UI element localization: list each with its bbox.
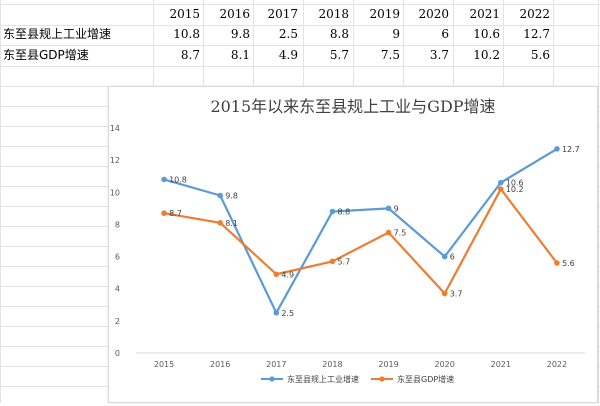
data-label: 8.7: [169, 209, 182, 218]
header-cell[interactable]: 2022: [519, 7, 550, 21]
data-point: [441, 253, 448, 260]
data-point: [217, 192, 223, 199]
data-label: 12.7: [562, 145, 580, 154]
value-cell[interactable]: 5.7: [329, 48, 349, 62]
header-cell[interactable]: 2016: [219, 7, 250, 21]
value-cell[interactable]: 2.5: [278, 27, 298, 41]
header-cell[interactable]: 2019: [369, 7, 400, 21]
x-tick-label: 2015: [154, 360, 174, 369]
y-tick-label: 10: [110, 188, 120, 197]
series-line: [163, 187, 558, 295]
data-point: [554, 260, 560, 266]
legend-marker: [379, 376, 385, 382]
row-gridline: [0, 45, 600, 46]
legend-label: 东至县规上工业增速: [287, 374, 359, 384]
value-cell[interactable]: 10.6: [473, 27, 500, 41]
y-tick-label: 2: [115, 317, 120, 326]
column-gridline: [598, 0, 599, 403]
y-tick-label: 0: [115, 349, 120, 358]
x-tick-label: 2021: [491, 360, 511, 369]
row-label-cell[interactable]: 东至县规上工业增速: [3, 27, 112, 41]
x-tick-label: 2022: [547, 360, 567, 369]
data-point: [554, 146, 560, 152]
data-label: 4.9: [281, 270, 294, 279]
value-cell[interactable]: 7.5: [380, 48, 400, 62]
value-cell[interactable]: 5.6: [530, 48, 550, 62]
x-tick-label: 2020: [435, 360, 455, 369]
header-cell[interactable]: 2020: [418, 7, 449, 21]
chart-title: 2015年以来东至县规上工业与GDP增速: [210, 97, 496, 116]
y-tick-label: 14: [110, 124, 120, 133]
row-label-cell[interactable]: 东至县GDP增速: [3, 48, 89, 62]
x-tick-label: 2018: [322, 360, 342, 369]
column-gridline: [0, 0, 1, 403]
row-gridline: [0, 66, 600, 67]
y-tick-label: 8: [115, 220, 120, 229]
x-tick-label: 2019: [378, 360, 398, 369]
y-tick-label: 4: [115, 285, 120, 294]
chart-object[interactable]: 2015年以来东至县规上工业与GDP增速 0 2 4 6 8 10 12 14 2015 2016…: [108, 86, 598, 403]
header-cell[interactable]: 2017: [267, 7, 298, 21]
data-label: 6: [450, 253, 455, 262]
data-point: [161, 210, 167, 216]
value-cell[interactable]: 3.7: [429, 48, 449, 62]
data-point: [385, 229, 392, 236]
header-cell[interactable]: 2021: [469, 7, 500, 21]
value-cell[interactable]: 6: [441, 27, 449, 41]
value-cell[interactable]: 9.8: [230, 27, 250, 41]
data-point: [273, 271, 280, 278]
data-point: [217, 220, 223, 226]
value-cell[interactable]: 12.7: [523, 27, 550, 41]
row-gridline: [0, 25, 600, 26]
row-gridline: [0, 4, 600, 5]
data-point: [273, 310, 280, 316]
y-tick-label: 12: [110, 156, 120, 165]
data-label: 7.5: [394, 228, 407, 237]
legend-marker: [269, 376, 275, 382]
value-cell[interactable]: 9: [392, 27, 400, 41]
data-point: [161, 176, 167, 183]
data-point: [329, 208, 336, 215]
data-point: [498, 186, 504, 192]
data-point: [385, 205, 392, 212]
data-label: 5.7: [337, 257, 350, 266]
data-point: [329, 258, 336, 265]
line-chart: 0 2 4 6 8 10 12 14 2015 2016 2017 2018 2019 2020 2021 2…: [110, 124, 585, 384]
data-point: [498, 179, 504, 186]
data-label: 10.2: [506, 185, 524, 194]
data-label: 2.5: [281, 309, 294, 318]
data-label: 5.6: [562, 259, 575, 268]
value-cell[interactable]: 8.8: [329, 27, 349, 41]
data-point: [441, 290, 448, 297]
data-label: 10.6: [506, 179, 524, 188]
value-cell[interactable]: 8.1: [230, 48, 250, 62]
header-cell[interactable]: 2015: [169, 7, 200, 21]
data-label: 8.8: [337, 208, 350, 217]
header-cell[interactable]: 2018: [318, 7, 349, 21]
data-label: 3.7: [450, 290, 463, 299]
data-label: 9: [394, 204, 399, 213]
data-label: 8.1: [225, 219, 238, 228]
y-tick-label: 6: [115, 253, 120, 262]
data-label: 9.8: [225, 192, 238, 201]
legend-label: 东至县GDP增速: [397, 374, 454, 384]
x-tick-label: 2016: [210, 360, 230, 369]
series-line: [163, 147, 558, 314]
value-cell[interactable]: 4.9: [278, 48, 298, 62]
value-cell[interactable]: 8.7: [180, 48, 200, 62]
data-label: 10.8: [169, 175, 187, 184]
value-cell[interactable]: 10.8: [173, 27, 200, 41]
x-tick-label: 2017: [266, 360, 286, 369]
value-cell[interactable]: 10.2: [473, 48, 500, 62]
